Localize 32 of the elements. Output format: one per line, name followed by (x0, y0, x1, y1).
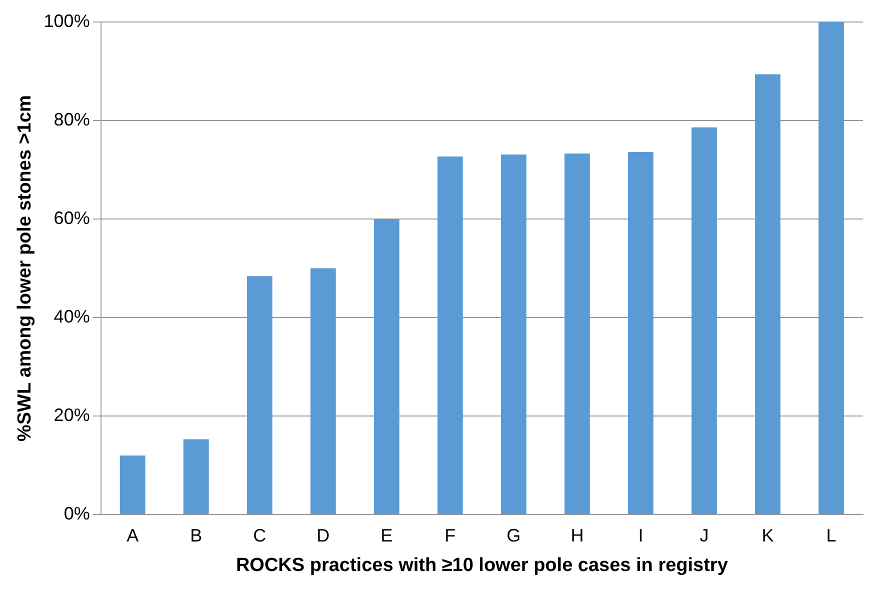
bar (374, 219, 400, 514)
bar (692, 127, 717, 514)
y-tick-label: 60% (54, 208, 90, 228)
y-tick-label: 20% (54, 405, 90, 426)
x-tick-label: A (126, 525, 139, 546)
x-axis-title: ROCKS practices with ≥10 lower pole cases in registry (236, 554, 728, 576)
y-tick-label: 0% (64, 504, 90, 524)
x-tick-label: F (444, 525, 456, 546)
bar (183, 439, 209, 514)
y-tick-label: 100% (44, 10, 90, 31)
bar (310, 268, 336, 514)
x-tick-label: L (826, 525, 836, 546)
bar (246, 276, 272, 514)
x-tick-label: D (316, 525, 330, 546)
y-axis-title: %SWL among lower pole stones >1cm (14, 95, 36, 442)
y-tick-label: 40% (54, 306, 90, 327)
x-tick-label: C (253, 525, 266, 546)
bar (500, 154, 526, 514)
x-tick-label: E (380, 525, 393, 546)
bar (818, 22, 844, 514)
bar (755, 74, 780, 514)
x-tick-label: J (700, 525, 709, 546)
bar (628, 152, 654, 514)
x-tick-label: I (638, 525, 644, 546)
bar (564, 154, 590, 514)
bar (437, 156, 463, 514)
x-tick-label: B (190, 525, 202, 546)
bar (120, 455, 146, 514)
x-tick-label: G (506, 525, 521, 546)
y-tick-label: 80% (54, 109, 90, 130)
x-tick-label: H (570, 525, 584, 546)
x-tick-label: K (762, 525, 774, 546)
